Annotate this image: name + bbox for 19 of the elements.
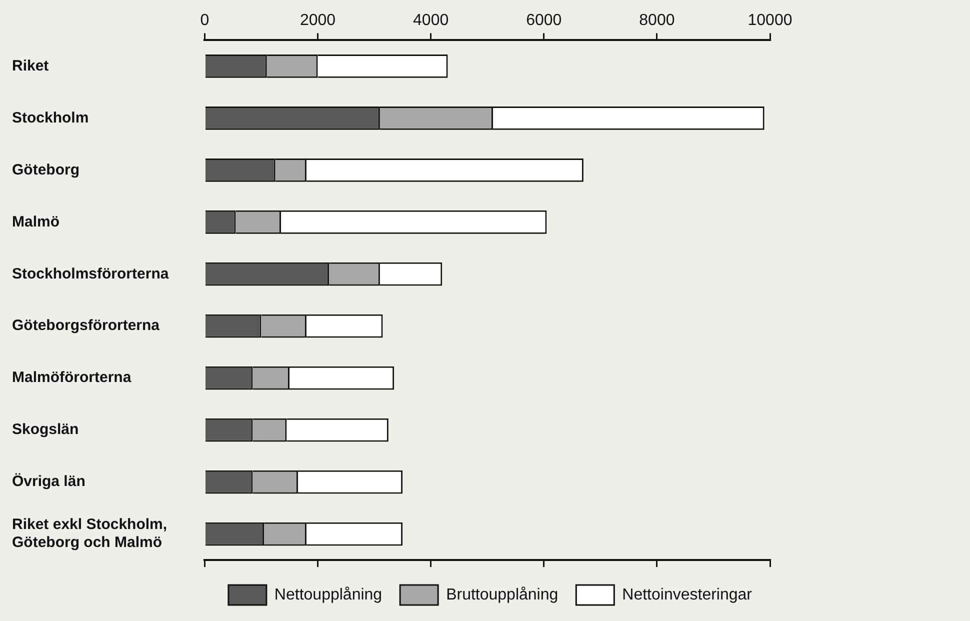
y-tick-label: Malmö xyxy=(12,213,60,230)
y-tick-label: Övriga län xyxy=(12,473,86,490)
x-tick-label: 10000 xyxy=(748,12,792,30)
legend-label: Nettoinvesteringar xyxy=(622,586,753,604)
y-tick-label: Stockholmsförorterna xyxy=(12,265,170,282)
x-tick-label: 4000 xyxy=(413,12,449,30)
y-tick-label: Riket exkl Stockholm, Göteborg och Malmö xyxy=(12,516,168,552)
y-tick-label: Riket xyxy=(12,57,49,74)
x-tick-label: 8000 xyxy=(639,12,675,30)
y-tick-label: Göteborgsförorterna xyxy=(12,317,160,334)
legend-label: Bruttoupplåning xyxy=(446,586,558,604)
y-tick-label: Skogslän xyxy=(12,421,79,438)
y-tick-label: Stockholm xyxy=(12,109,89,126)
y-tick-label: Göteborg xyxy=(12,161,80,178)
x-tick-label: 2000 xyxy=(300,12,336,30)
x-tick-label: 6000 xyxy=(526,12,562,30)
x-tick-label: 0 xyxy=(200,12,210,30)
y-tick-label: Malmöförorterna xyxy=(12,369,132,386)
legend-label: Nettoupplåning xyxy=(274,586,382,604)
